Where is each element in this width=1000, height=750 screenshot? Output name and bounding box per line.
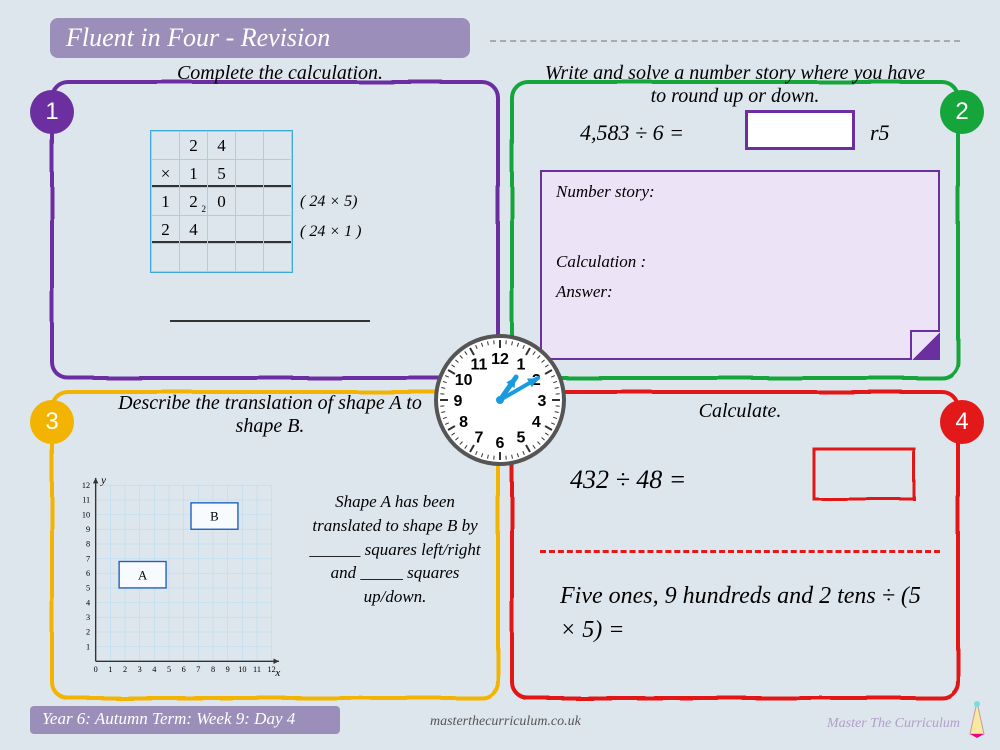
side-expr-2: ( 24 × 1 ) <box>300 223 361 241</box>
panel-4 <box>510 390 960 700</box>
panel2-answer-box[interactable] <box>745 110 855 150</box>
header-divider <box>490 40 960 42</box>
coordinate-grid: 0112233445566778899101011111212xyAB <box>70 450 290 680</box>
page-title: Fluent in Four - Revision <box>50 18 470 58</box>
badge-1: 1 <box>30 90 74 134</box>
panel4-eq2: Five ones, 9 hundreds and 2 tens ÷ (5 × … <box>560 580 940 647</box>
svg-text:0: 0 <box>94 665 98 674</box>
svg-text:10: 10 <box>238 665 246 674</box>
clock-icon: 121234567891011 <box>430 330 570 470</box>
side-expr-1: ( 24 × 5) <box>300 193 357 211</box>
svg-text:1: 1 <box>108 665 112 674</box>
badge-2: 2 <box>940 90 984 134</box>
footer-brand: Master The Curriculum <box>827 716 960 732</box>
badge-3: 3 <box>30 400 74 444</box>
panel4-instruction: Calculate. <box>630 400 850 423</box>
svg-text:12: 12 <box>491 351 509 368</box>
page-fold-icon <box>910 330 940 360</box>
svg-text:5: 5 <box>517 429 526 446</box>
svg-text:x: x <box>274 667 280 679</box>
svg-text:11: 11 <box>82 496 90 505</box>
svg-text:6: 6 <box>496 435 505 452</box>
svg-text:12: 12 <box>82 481 90 490</box>
svg-text:2: 2 <box>86 628 90 637</box>
pencil-icon <box>966 698 988 738</box>
svg-text:7: 7 <box>196 665 200 674</box>
svg-text:8: 8 <box>211 665 215 674</box>
panel2-instruction: Write and solve a number story where you… <box>540 62 930 108</box>
svg-text:10: 10 <box>82 510 90 519</box>
svg-text:9: 9 <box>454 393 463 410</box>
svg-text:7: 7 <box>475 429 484 446</box>
panel4-eq1: 432 ÷ 48 = <box>570 465 686 495</box>
svg-text:3: 3 <box>138 665 142 674</box>
svg-text:1: 1 <box>517 357 526 374</box>
badge-4: 4 <box>940 400 984 444</box>
svg-text:y: y <box>100 474 106 486</box>
svg-text:3: 3 <box>86 613 90 622</box>
calc-grid: 24×15122024 <box>150 130 293 273</box>
svg-text:6: 6 <box>86 569 90 578</box>
svg-text:9: 9 <box>226 665 230 674</box>
story-label: Number story: <box>556 182 924 202</box>
panel2-equation: 4,583 ÷ 6 = <box>580 120 684 146</box>
footer-url: masterthecurriculum.co.uk <box>430 714 581 730</box>
svg-text:8: 8 <box>459 414 468 431</box>
panel1-instruction: Complete the calculation. <box>130 62 430 85</box>
svg-text:11: 11 <box>253 665 261 674</box>
panel4-divider <box>540 550 940 553</box>
svg-text:11: 11 <box>471 357 488 374</box>
answer-line <box>170 320 370 322</box>
svg-text:5: 5 <box>167 665 171 674</box>
svg-text:7: 7 <box>86 554 90 563</box>
answer-label: Answer: <box>556 282 924 302</box>
panel2-remainder: r5 <box>870 120 890 146</box>
panel3-description: Shape A has been translated to shape B b… <box>300 490 490 609</box>
svg-text:6: 6 <box>182 665 186 674</box>
svg-text:3: 3 <box>538 393 547 410</box>
svg-text:2: 2 <box>123 665 127 674</box>
svg-text:1: 1 <box>86 642 90 651</box>
svg-text:4: 4 <box>86 598 90 607</box>
calc-label: Calculation : <box>556 252 924 272</box>
svg-text:A: A <box>138 568 148 582</box>
svg-text:9: 9 <box>86 525 90 534</box>
svg-text:10: 10 <box>455 372 473 389</box>
svg-text:4: 4 <box>152 665 156 674</box>
svg-text:4: 4 <box>532 414 541 431</box>
svg-text:8: 8 <box>86 540 90 549</box>
panel3-instruction: Describe the translation of shape A to s… <box>110 392 430 438</box>
svg-text:B: B <box>210 510 219 524</box>
number-story-box[interactable]: Number story: Calculation : Answer: <box>540 170 940 360</box>
panel4-answer-box[interactable] <box>810 445 920 505</box>
svg-text:5: 5 <box>86 584 90 593</box>
footer-bar: Year 6: Autumn Term: Week 9: Day 4 <box>30 706 340 734</box>
